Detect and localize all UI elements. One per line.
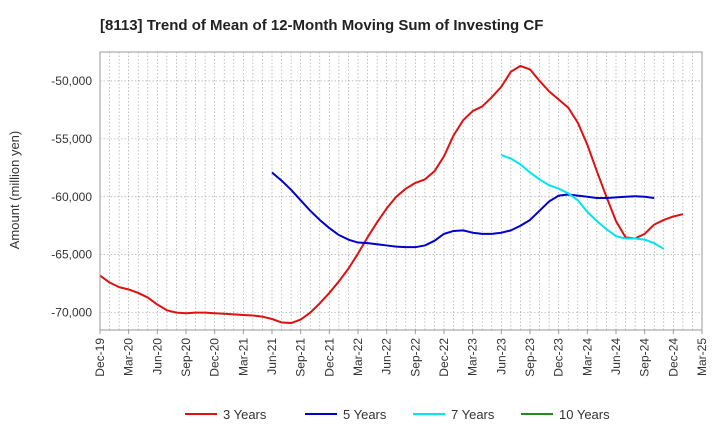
x-tick-label: Dec-24 [666, 338, 680, 377]
series-line-7-years [500, 154, 665, 250]
x-tick-label: Jun-21 [265, 338, 279, 375]
y-tick-label: -60,000 [51, 190, 92, 204]
legend-label: 7 Years [451, 407, 495, 422]
series-line-5-years [271, 171, 655, 249]
x-ticks: Dec-19 Mar-20 Jun-20 Sep-20 Dec-20 Mar-21 Jun-… [93, 330, 709, 377]
y-tick-label: -55,000 [51, 132, 92, 146]
x-tick-label: Sep-24 [638, 338, 652, 377]
series-line-3-years [99, 64, 684, 325]
x-tick-label: Dec-21 [322, 338, 336, 377]
series-lines [99, 64, 684, 325]
legend: 3 Years 5 Years 7 Years 10 Years [185, 407, 610, 422]
x-tick-label: Sep-23 [523, 338, 537, 377]
x-tick-label: Dec-23 [552, 338, 566, 377]
x-tick-label: Mar-24 [580, 338, 594, 376]
x-tick-label: Mar-25 [695, 338, 709, 376]
chart-title: [8113] Trend of Mean of 12-Month Moving … [100, 17, 543, 34]
x-tick-label: Mar-20 [122, 338, 136, 376]
x-tick-label: Jun-22 [380, 338, 394, 375]
x-tick-label: Dec-20 [208, 338, 222, 377]
x-tick-label: Sep-20 [179, 338, 193, 377]
x-tick-label: Mar-23 [466, 338, 480, 376]
x-tick-label: Sep-22 [408, 338, 422, 377]
x-tick-label: Jun-23 [494, 338, 508, 375]
x-tick-label: Jun-20 [150, 338, 164, 375]
x-tick-label: Mar-21 [236, 338, 250, 376]
legend-label: 3 Years [223, 407, 267, 422]
x-tick-label: Jun-24 [609, 338, 623, 375]
legend-label: 5 Years [343, 407, 387, 422]
x-tick-label: Dec-19 [93, 338, 107, 377]
y-tick-label: -65,000 [51, 248, 92, 262]
x-tick-label: Sep-21 [294, 338, 308, 377]
y-axis-label: Amount (million yen) [7, 131, 22, 250]
legend-label: 10 Years [559, 407, 610, 422]
plot-border [99, 51, 703, 331]
grid [100, 52, 702, 330]
x-tick-label: Mar-22 [351, 338, 365, 376]
y-ticks: -50,000 -55,000 -60,000 -65,000 -70,000 [51, 74, 92, 320]
x-tick-label: Dec-22 [437, 338, 451, 377]
y-tick-label: -70,000 [51, 306, 92, 320]
y-tick-label: -50,000 [51, 74, 92, 88]
